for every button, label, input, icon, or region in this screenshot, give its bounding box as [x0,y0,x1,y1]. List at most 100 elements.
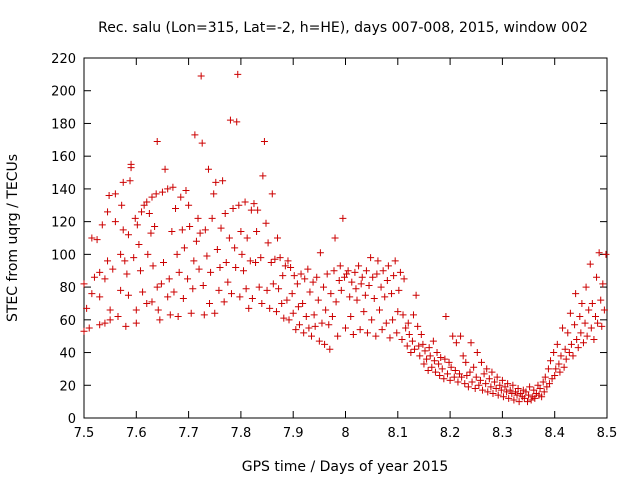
data-point [353,296,361,304]
data-point [229,205,237,213]
data-point [201,226,209,234]
data-point [446,376,454,384]
data-point [443,370,451,378]
data-point [526,383,534,391]
x-tick-label: 8.3 [492,426,513,441]
data-point [373,270,381,278]
data-point [262,219,270,227]
data-point [119,226,127,234]
y-tick-label: 100 [51,248,76,263]
data-point [294,303,302,311]
data-point [143,299,151,307]
data-point [149,262,157,270]
data-point [587,324,595,332]
data-point [499,393,507,401]
data-point [504,380,512,388]
data-point [384,262,392,270]
data-point [327,290,335,298]
data-point [216,263,224,271]
data-point [590,335,598,343]
data-point [330,267,338,275]
data-point [400,275,408,283]
data-point [560,363,568,371]
data-point [272,308,280,316]
data-point [131,214,139,222]
data-point [349,331,357,339]
data-point [326,345,334,353]
data-point [104,208,112,216]
data-point [449,332,457,340]
data-point [96,268,104,276]
data-point [457,332,465,340]
data-point [582,283,590,291]
data-point [323,270,331,278]
chart-title: Rec. salu (Lon=315, Lat=-2, h=HE), days … [98,20,588,36]
data-point [581,319,589,327]
data-point [302,313,310,321]
data-point [221,209,229,217]
data-point [80,327,88,335]
data-point [88,234,96,242]
data-point [433,349,441,357]
data-point [314,296,322,304]
data-point [343,270,351,278]
data-point [414,322,422,330]
data-point [375,306,383,314]
data-point [550,349,558,357]
data-point [177,193,185,201]
data-point [557,352,565,360]
data-point [379,267,387,275]
data-point [484,388,492,396]
data-point [111,190,119,198]
data-point [117,250,125,258]
data-point [148,193,156,201]
data-point [346,293,354,301]
data-point [252,259,260,267]
data-point [85,324,93,332]
data-point [254,206,262,214]
data-point [536,385,544,393]
data-point [203,252,211,260]
data-point [593,273,601,281]
data-point [139,288,147,296]
data-point [515,398,523,406]
data-point [278,299,286,307]
data-point [382,319,390,327]
data-point [442,313,450,321]
data-point [285,316,293,324]
data-point [284,257,292,265]
data-point [144,250,152,258]
data-point [395,286,403,294]
data-point [435,360,443,368]
data-point [365,281,373,289]
data-point [440,375,448,383]
data-point [243,234,251,242]
data-point [267,259,275,267]
data-point [145,209,153,217]
data-point [93,236,101,244]
data-point [339,214,347,222]
data-point [222,259,230,267]
data-point [585,306,593,314]
data-point [402,324,410,332]
y-tick-label: 40 [59,347,76,362]
data-point [572,290,580,298]
data-point [281,262,289,270]
data-point [207,268,215,276]
data-point [480,370,488,378]
data-point [178,226,186,234]
data-point [483,365,491,373]
data-point [204,165,212,173]
data-point [600,306,608,314]
data-point [168,227,176,235]
data-point [111,218,119,226]
data-point [301,275,309,283]
data-point [595,249,603,257]
data-point [325,321,333,329]
data-point [565,349,573,357]
data-point [219,177,227,185]
data-point [514,385,522,393]
x-tick-label: 7.5 [74,426,95,441]
data-point [438,365,446,373]
